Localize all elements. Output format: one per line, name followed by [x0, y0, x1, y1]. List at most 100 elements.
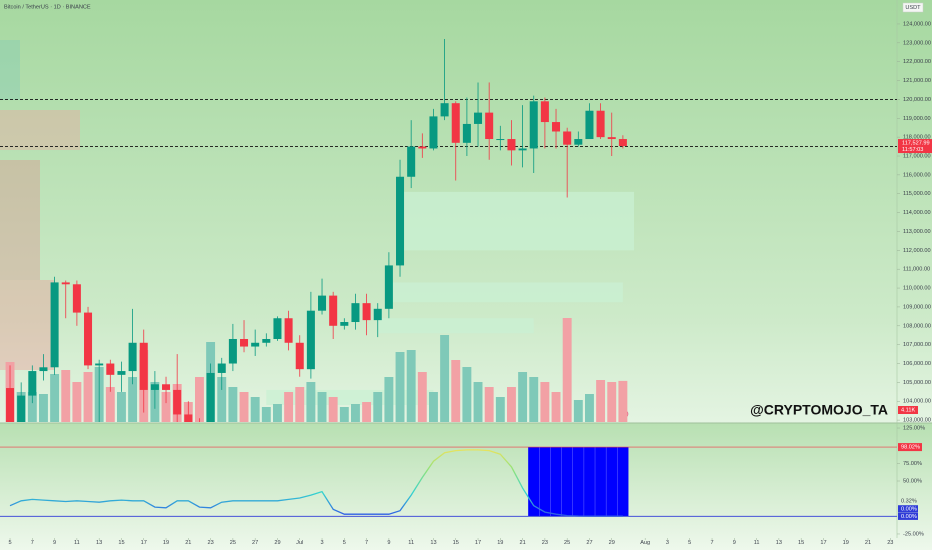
candle-body [84, 312, 93, 366]
volume-bar [495, 397, 505, 422]
volume-bar [195, 377, 204, 422]
candle-body [251, 342, 260, 347]
candle-body [128, 342, 137, 372]
candle-body [50, 282, 59, 368]
volume-bar [607, 382, 617, 422]
x-tick-label: 17 [141, 540, 147, 546]
x-tick-label: 25 [230, 540, 236, 546]
volume-bar [284, 392, 294, 422]
x-tick-label: 27 [252, 540, 258, 546]
last-price-label: 117,527.99 [902, 141, 930, 147]
volume-bar [518, 372, 528, 422]
volume-bar [618, 380, 628, 422]
volume-bar [573, 400, 583, 422]
volume-bar [317, 392, 327, 422]
x-tick-label: 13 [776, 540, 782, 546]
candle-body [518, 148, 527, 151]
volume-bar [261, 407, 271, 422]
x-tick-label: 27 [586, 540, 592, 546]
volume-bar [61, 370, 71, 422]
chart-title: Bitcoin / TetherUS · 1D · BINANCE [4, 4, 91, 10]
y-tick-label: 115,000.00 [903, 191, 931, 197]
indicator-pane [0, 423, 932, 550]
x-tick-label: 11 [754, 540, 760, 546]
candle-body [496, 139, 505, 141]
candle-body [6, 388, 15, 422]
x-tick-label: Aug [640, 540, 650, 546]
candle-body [117, 371, 126, 375]
highlight-box [528, 447, 629, 517]
x-tick-label: 17 [475, 540, 481, 546]
volume-bar [217, 377, 227, 422]
candle-body [362, 303, 371, 321]
candle-body [462, 123, 471, 143]
candle-body [206, 372, 215, 422]
volume-bar [239, 392, 249, 422]
candle-body [429, 116, 438, 149]
volume-bar [362, 402, 372, 422]
candle-body [451, 103, 460, 143]
volume-bar [351, 404, 360, 422]
y-tick-label: 108,000.00 [903, 323, 931, 329]
volume-label: 4.11K [901, 407, 915, 413]
price-zone [377, 318, 534, 334]
volume-bar [295, 387, 305, 422]
volume-bar [117, 392, 126, 422]
y-tick-label: 111,000.00 [903, 267, 930, 273]
candle-body [17, 395, 26, 422]
x-tick-label: 13 [430, 540, 436, 546]
volume-bar [228, 387, 238, 422]
price-zone [388, 282, 623, 303]
x-tick-label: 19 [163, 540, 169, 546]
y-tick-label: 120,000.00 [903, 97, 931, 103]
level-label: 0.32% [901, 499, 917, 505]
volume-bar [562, 318, 572, 422]
level-label: 0.00% [901, 506, 917, 512]
candle-body [340, 322, 349, 326]
candle-body [240, 338, 249, 347]
volume-bar [373, 392, 383, 422]
candle-body [384, 265, 393, 309]
volume-bar [384, 377, 394, 422]
x-tick-label: 23 [542, 540, 548, 546]
y-tick-label: 109,000.00 [903, 304, 931, 310]
candle-body [217, 363, 226, 373]
candle-body [418, 146, 427, 149]
volume-bar [250, 397, 260, 422]
x-tick-label: 9 [387, 540, 390, 546]
x-tick-label: 11 [74, 540, 80, 546]
volume-bar [72, 382, 82, 422]
y-tick-label: 105,000.00 [903, 380, 931, 386]
y-tick-label: 114,000.00 [903, 210, 931, 216]
x-tick-label: 3 [320, 540, 323, 546]
candle-body [228, 338, 237, 364]
volume-label-box [898, 406, 918, 414]
y-tick-label: 113,000.00 [903, 229, 931, 235]
candle-body [563, 131, 572, 145]
x-tick-label: 25 [564, 540, 570, 546]
x-tick-label: 15 [118, 540, 124, 546]
x-tick-label: 7 [365, 540, 368, 546]
y-tick-label: 110,000.00 [903, 286, 931, 292]
level-label: 0.00% [901, 514, 917, 520]
volume-bar [328, 397, 338, 422]
x-tick-label: 9 [53, 540, 56, 546]
volume-bar [161, 392, 171, 422]
y-tick-label: 116,000.00 [903, 172, 931, 178]
y-tick-label: 103,000.00 [903, 418, 931, 424]
y-tick-label: 121,000.00 [903, 78, 931, 84]
watermark: @CRYPTOMOJO_TA [750, 402, 888, 418]
candle-body [552, 122, 561, 132]
x-tick-label: 15 [798, 540, 804, 546]
x-tick-label: 5 [688, 540, 691, 546]
candle-body [507, 139, 516, 151]
x-tick-label: 5 [343, 540, 346, 546]
candle-body [440, 103, 449, 117]
candle-body [574, 139, 583, 145]
x-tick-label: 7 [710, 540, 713, 546]
volume-bar [440, 335, 450, 422]
volume-bar [39, 394, 48, 422]
y-tick-label: 117,000.00 [903, 153, 931, 159]
candle-body [139, 342, 148, 390]
candle-body [284, 318, 293, 343]
